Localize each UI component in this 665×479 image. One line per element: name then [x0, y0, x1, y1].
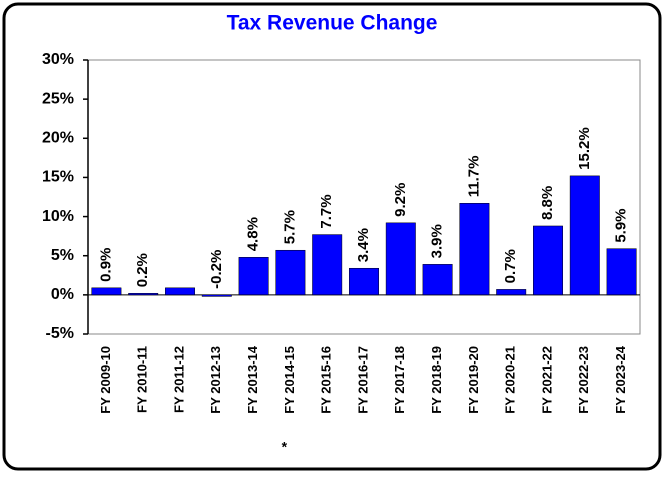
- y-tick-label: 5%: [51, 247, 74, 264]
- bar: [312, 234, 343, 296]
- bar: [569, 175, 600, 296]
- y-tick-label: 25%: [42, 90, 74, 107]
- bar: [385, 222, 416, 296]
- y-tick-label: 20%: [42, 130, 74, 147]
- x-tick-label: FY 2018-19: [429, 346, 444, 414]
- chart-title: Tax Revenue Change: [227, 12, 438, 35]
- bar: [165, 287, 195, 296]
- bar: [496, 289, 527, 296]
- bar: [349, 267, 379, 296]
- x-tick-label: FY 2010-11: [135, 346, 150, 413]
- value-label: 0.2%: [134, 253, 151, 287]
- value-label: 4.8%: [245, 217, 262, 251]
- x-tick-label: FY 2022-23: [576, 346, 591, 414]
- x-tick-label: FY 2023-24: [613, 345, 628, 413]
- x-tick-label: FY 2020-21: [503, 346, 518, 414]
- x-tick-label: FY 2012-13: [208, 346, 223, 414]
- y-tick-label: -5%: [46, 325, 74, 342]
- bar: [459, 203, 490, 296]
- bar: [606, 248, 637, 296]
- value-label: 7.7%: [318, 194, 335, 228]
- x-tick-label: FY 2016-17: [355, 346, 370, 414]
- y-tick-label: 10%: [42, 208, 74, 225]
- x-tick-label: FY 2013-14: [245, 345, 260, 413]
- y-tick-label: 0%: [51, 286, 74, 303]
- value-label: 3.4%: [355, 228, 372, 262]
- value-label: -0.2%: [208, 250, 225, 289]
- y-tick-label: 15%: [42, 169, 74, 186]
- bar: [128, 293, 159, 296]
- x-tick-label: FY 2021-22: [539, 346, 554, 414]
- value-label: 8.8%: [539, 186, 556, 220]
- bar: [275, 249, 306, 296]
- value-label: 0.9%: [97, 248, 114, 282]
- x-tick-label: FY 2011-12: [171, 346, 186, 413]
- x-tick-label: FY 2014-15: [282, 346, 297, 414]
- x-tick-label: FY 2017-18: [392, 346, 407, 414]
- value-label: 3.9%: [429, 224, 446, 258]
- x-tick-label: FY 2019-20: [466, 346, 481, 414]
- value-label: 11.7%: [465, 156, 482, 198]
- bar: [422, 264, 453, 296]
- bar: [533, 225, 563, 296]
- value-label: 9.2%: [392, 183, 409, 217]
- bar: [91, 287, 122, 296]
- annotation: *: [282, 439, 288, 455]
- value-label: 5.7%: [281, 210, 298, 244]
- bar: [201, 294, 232, 297]
- value-label: 5.9%: [613, 208, 630, 242]
- x-tick-label: FY 2009-10: [98, 346, 113, 414]
- value-label: 0.7%: [502, 249, 519, 283]
- y-tick-label: 30%: [42, 51, 74, 68]
- value-label: 15.2%: [576, 127, 593, 170]
- x-tick-label: FY 2015-16: [319, 346, 334, 414]
- bar: [238, 257, 269, 296]
